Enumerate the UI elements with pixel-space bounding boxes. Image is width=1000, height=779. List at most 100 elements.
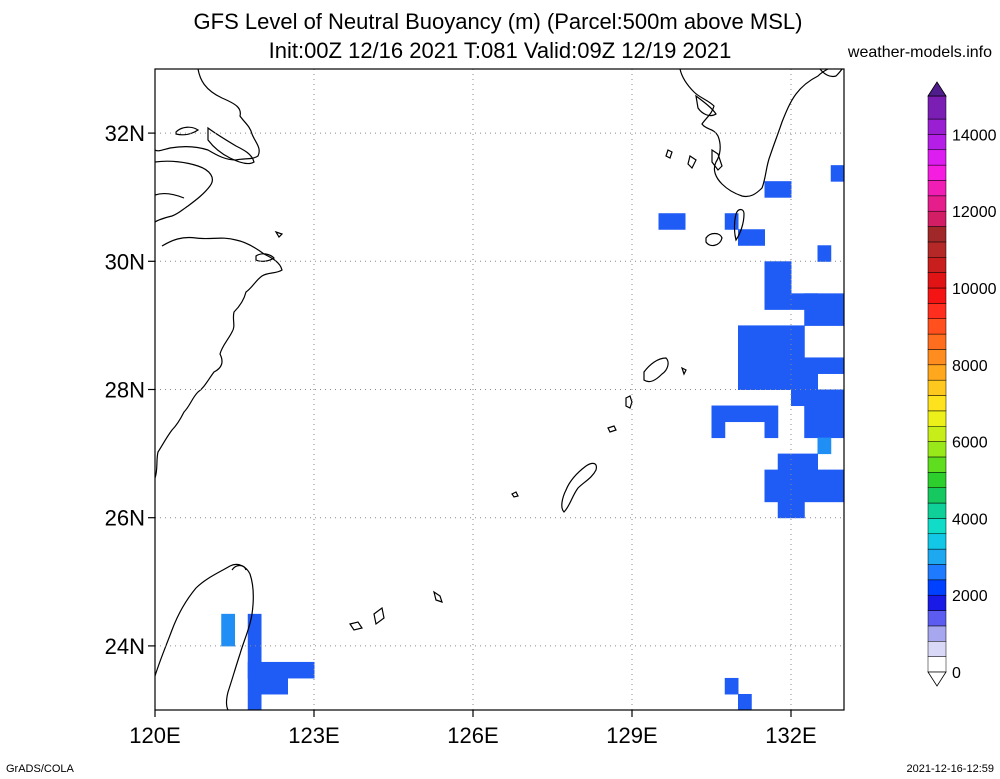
- lat-tick-label-0: 24N: [105, 634, 145, 659]
- lnb-cells-layer: [221, 165, 844, 710]
- colorbar-bottom-arrow: [927, 671, 947, 687]
- colorbar-seg-9: [927, 518, 947, 535]
- lnb-cell-18: [817, 437, 832, 455]
- lat-tick-label-4: 32N: [105, 121, 145, 146]
- lat-axis: 24N 26N 28N 30N 32N: [105, 121, 155, 659]
- chart-subtitle: Init:00Z 12/16 2021 T:081 Valid:09Z 12/1…: [268, 38, 732, 63]
- coastline-ishigaki: [349, 606, 385, 631]
- colorbar-segments: [927, 81, 947, 687]
- lnb-cell-5: [817, 245, 832, 262]
- colorbar-seg-30: [927, 195, 947, 212]
- colorbar-top-arrow: [927, 81, 947, 97]
- lnb-cell-11: [764, 357, 818, 390]
- footer-timestamp: 2021-12-16-12:59: [906, 763, 994, 775]
- lon-axis: 120E 123E 126E 129E 132E: [129, 710, 817, 748]
- colorbar-seg-25: [927, 272, 947, 289]
- colorbar-seg-21: [927, 333, 947, 350]
- lnb-cell-20: [764, 469, 844, 503]
- colorbar-seg-7: [927, 548, 947, 565]
- colorbar-seg-10: [927, 502, 947, 519]
- colorbar-label-4: 8000: [952, 358, 988, 375]
- lat-tick-label-3: 30N: [105, 249, 145, 274]
- colorbar-seg-29: [927, 210, 947, 227]
- colorbar-seg-36: [927, 95, 947, 120]
- lon-tick-label-2: 126E: [447, 723, 498, 748]
- coastline-kyushu: [679, 69, 829, 198]
- coastline-taiwan: [155, 563, 254, 710]
- lnb-cell-26: [247, 677, 288, 695]
- site-credit: weather-models.info: [847, 44, 992, 61]
- lnb-cell-6: [764, 261, 792, 294]
- lon-tick-label-1: 123E: [288, 723, 339, 748]
- coastline-goto: [665, 149, 697, 170]
- lnb-cell-12: [817, 357, 844, 374]
- lnb-cell-22: [221, 613, 235, 647]
- lon-tick-label-0: 120E: [129, 723, 180, 748]
- colorbar-label-7: 14000: [952, 127, 997, 144]
- colorbar-seg-35: [927, 118, 947, 135]
- colorbar-seg-27: [927, 241, 947, 258]
- lon-tick-label-3: 129E: [606, 723, 657, 748]
- colorbar-seg-6: [927, 564, 947, 581]
- colorbar-seg-19: [927, 364, 947, 381]
- lnb-cell-28: [724, 677, 739, 695]
- lnb-cell-29: [738, 693, 752, 710]
- colorbar-label-0: 0: [952, 665, 961, 682]
- lnb-cell-2: [658, 213, 686, 230]
- lnb-cell-1: [830, 165, 844, 182]
- colorbar-seg-20: [927, 349, 947, 366]
- lnb-cell-0: [764, 181, 792, 198]
- colorbar-label-3: 6000: [952, 435, 988, 452]
- coastline-osumi: [819, 69, 843, 78]
- coastline-amami: [643, 357, 687, 383]
- colorbar-label-1: 2000: [952, 588, 988, 605]
- colorbar-seg-17: [927, 395, 947, 412]
- colorbar-seg-8: [927, 533, 947, 550]
- lnb-cell-27: [247, 693, 262, 710]
- colorbar-seg-28: [927, 226, 947, 243]
- coastline-yangtze-island: [207, 126, 255, 165]
- lat-tick-label-2: 28N: [105, 378, 145, 403]
- coastline-china: [155, 69, 283, 479]
- colorbar-label-5: 10000: [952, 281, 997, 298]
- colorbar-seg-23: [927, 303, 947, 319]
- colorbar-seg-33: [927, 149, 947, 166]
- coastline-miyako: [433, 590, 443, 603]
- lnb-cell-4: [738, 229, 765, 246]
- colorbar-seg-32: [927, 164, 947, 181]
- colorbar-seg-34: [927, 134, 947, 151]
- colorbar-seg-11: [927, 487, 947, 504]
- colorbar-seg-12: [927, 472, 947, 488]
- chart-title: GFS Level of Neutral Buoyancy (m) (Parce…: [193, 9, 803, 34]
- coastline-kyushu-bay: [695, 94, 717, 117]
- coastline-tokunoshima: [625, 395, 633, 409]
- colorbar-seg-24: [927, 287, 947, 304]
- coastline-tanegashima: [733, 208, 745, 242]
- coastline-koshiki: [711, 148, 723, 171]
- lnb-cell-13: [791, 389, 844, 407]
- colorbar-seg-26: [927, 257, 947, 273]
- lnb-cell-3: [724, 213, 739, 230]
- colorbar-seg-5: [927, 579, 947, 596]
- colorbar-label-6: 12000: [952, 204, 997, 221]
- colorbar-seg-1: [927, 641, 947, 657]
- colorbar-seg-2: [927, 625, 947, 642]
- lnb-cell-16: [764, 421, 779, 439]
- lnb-cell-15: [724, 405, 779, 423]
- lnb-cell-19: [777, 453, 818, 471]
- colorbar-ticks: 0 2000 4000 6000 8000 10000 12000 14000: [952, 127, 997, 682]
- coastlines-layer: [155, 69, 843, 710]
- lnb-cell-17: [804, 405, 844, 439]
- coastline-okinoerabu: [607, 425, 617, 433]
- colorbar-label-2: 4000: [952, 511, 988, 528]
- lnb-cell-8: [804, 293, 844, 326]
- colorbar-seg-14: [927, 441, 947, 458]
- coastline-yakushima: [705, 232, 723, 247]
- colorbar-seg-13: [927, 456, 947, 473]
- coastline-taiwan-tip: [231, 564, 247, 571]
- coastline-island-zhoushan: [255, 230, 284, 262]
- coastline-island-chongming: [175, 126, 200, 136]
- lnb-cell-25: [247, 661, 315, 679]
- colorbar-seg-22: [927, 318, 947, 335]
